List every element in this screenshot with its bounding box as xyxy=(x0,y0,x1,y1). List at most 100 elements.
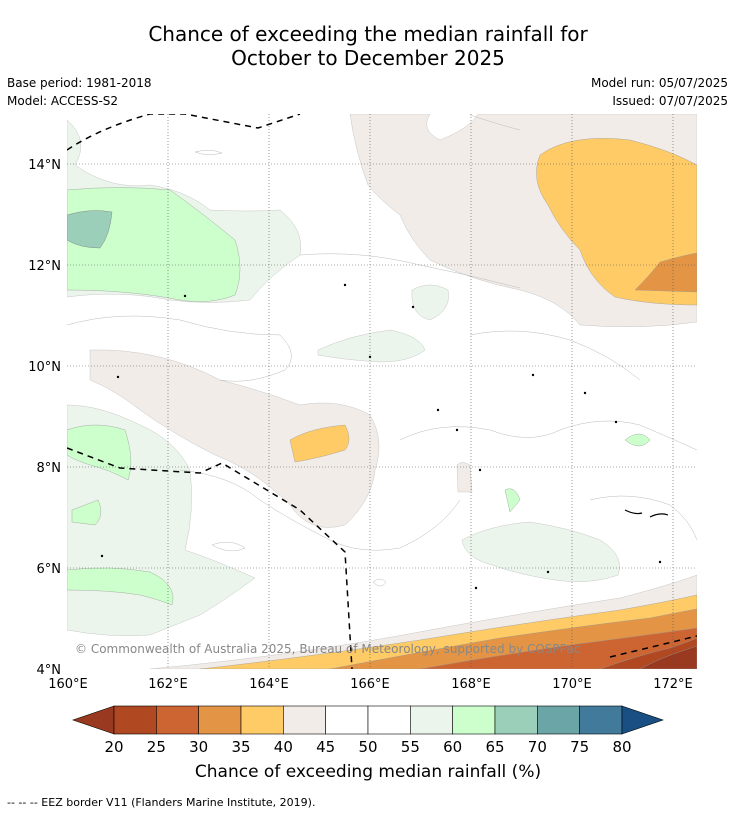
region-30-35-north xyxy=(634,252,697,293)
lat-label-6n: 6°N xyxy=(37,562,62,577)
island xyxy=(583,391,587,395)
colorbar-cell-25_30 xyxy=(156,705,199,735)
colorbar-cell-60_65 xyxy=(452,705,496,735)
lon-label-160e: 160°E xyxy=(48,677,88,692)
region-60-65-small xyxy=(504,488,521,513)
colorbar-tick-50: 50 xyxy=(358,738,377,756)
contour-line xyxy=(372,578,387,587)
region-40-45-small xyxy=(456,462,473,493)
region-55-60-east xyxy=(461,521,620,582)
lon-label-162e: 162°E xyxy=(148,677,188,692)
lat-label-4n: 4°N xyxy=(37,663,62,678)
colorbar-cell-65_70 xyxy=(494,705,538,735)
lat-label-8n: 8°N xyxy=(37,461,62,476)
region-60-65-west1 xyxy=(67,424,132,481)
atoll-outline xyxy=(624,509,669,518)
colorbar-tick-40: 40 xyxy=(274,738,293,756)
meta-right: Model run: 05/07/2025 Issued: 07/07/2025 xyxy=(591,74,728,110)
lon-labels: 160°E 162°E 164°E 166°E 168°E 170°E 172°… xyxy=(48,677,693,692)
lon-label-170e: 170°E xyxy=(552,677,592,692)
eez-footnote: -- -- -- EEZ border V11 (Flanders Marine… xyxy=(7,796,316,809)
island xyxy=(436,408,440,412)
island xyxy=(614,420,618,424)
island xyxy=(411,305,415,309)
region-35-40-central xyxy=(289,424,350,463)
island xyxy=(546,570,550,574)
colorbar-tick-labels: 20 25 30 35 40 45 50 55 60 65 70 75 80 xyxy=(104,738,631,756)
eez-border-central xyxy=(67,447,353,669)
colorbar-tick-55: 55 xyxy=(401,738,420,756)
lat-labels: 14°N 12°N 10°N 8°N 6°N 4°N xyxy=(28,158,61,678)
island xyxy=(100,554,104,558)
contour-lines xyxy=(67,114,697,587)
title-line-1: Chance of exceeding the median rainfall … xyxy=(148,22,588,46)
lat-label-12n: 12°N xyxy=(28,259,61,274)
contour-line xyxy=(194,150,223,155)
region-65-70-northwest xyxy=(67,210,113,249)
island xyxy=(531,373,535,377)
colorbar-cell-50_55 xyxy=(367,705,411,735)
colorbar-cell-55_60 xyxy=(410,705,453,735)
base-period: Base period: 1981-2018 xyxy=(7,76,152,90)
colorbar-cell-40_45 xyxy=(283,705,326,735)
colorbar-tick-30: 30 xyxy=(189,738,208,756)
forecast-map: © Commonwealth of Australia 2025, Bureau… xyxy=(28,114,697,756)
islands xyxy=(100,283,662,590)
colorbar-cell-70_75 xyxy=(537,705,580,735)
lat-label-10n: 10°N xyxy=(28,360,61,375)
title-line-2: October to December 2025 xyxy=(231,46,505,70)
contour-line xyxy=(469,114,521,131)
region-55-60-island xyxy=(411,284,449,321)
region-lt20-south xyxy=(639,645,697,669)
colorbar-cell-75_80 xyxy=(579,705,623,735)
island xyxy=(116,375,120,379)
chart-title: Chance of exceeding the median rainfall … xyxy=(0,22,736,70)
colorbar-tick-45: 45 xyxy=(316,738,335,756)
contour-line xyxy=(67,315,292,382)
lon-label-172e: 172°E xyxy=(653,677,693,692)
colorbar-arrow-high xyxy=(621,705,664,735)
lon-label-164e: 164°E xyxy=(249,677,289,692)
island xyxy=(183,294,187,298)
copyright-text: © Commonwealth of Australia 2025, Bureau… xyxy=(75,642,580,656)
island xyxy=(658,560,662,564)
contour-line xyxy=(299,253,521,289)
colorbar-label: Chance of exceeding median rainfall (%) xyxy=(194,762,542,782)
colorbar-tick-35: 35 xyxy=(231,738,250,756)
colorbar-cell-35_40 xyxy=(240,705,284,735)
lat-label-14n: 14°N xyxy=(28,158,61,173)
region-40-45-central xyxy=(89,349,380,528)
contour-line xyxy=(589,495,697,541)
region-55-60-central xyxy=(317,329,426,363)
colorbar: 20 25 30 35 40 45 50 55 60 65 70 75 80 xyxy=(72,705,664,756)
colorbar-tick-20: 20 xyxy=(104,738,123,756)
colorbar-cell-20_25 xyxy=(113,705,157,735)
model-name: Model: ACCESS-S2 xyxy=(7,94,119,108)
colorbar-cell-30_35 xyxy=(198,705,242,735)
region-35-40-north xyxy=(536,138,697,306)
colorbar-tick-80: 80 xyxy=(612,738,631,756)
island xyxy=(474,586,478,590)
region-60-65-west3 xyxy=(67,567,174,606)
colorbar-tick-60: 60 xyxy=(443,738,462,756)
colorbar-tick-75: 75 xyxy=(570,738,589,756)
eez-borders xyxy=(67,114,697,669)
contour-line xyxy=(179,469,461,551)
island xyxy=(478,468,482,472)
colorbar-cells xyxy=(113,705,623,735)
contour-line xyxy=(399,420,697,451)
island xyxy=(455,428,459,432)
model-run: Model run: 05/07/2025 xyxy=(590,76,728,90)
lon-label-168e: 168°E xyxy=(451,677,491,692)
contour-line xyxy=(211,541,246,552)
region-25-30-south xyxy=(419,627,697,669)
colorbar-arrow-low xyxy=(72,705,115,735)
colorbar-cell-45_50 xyxy=(325,705,369,735)
gridlines xyxy=(67,114,697,669)
contour-line xyxy=(469,330,641,381)
colorbar-tick-70: 70 xyxy=(528,738,547,756)
colorbar-tick-25: 25 xyxy=(147,738,166,756)
region-60-65-west2 xyxy=(71,499,102,526)
island xyxy=(343,283,347,287)
lon-label-166e: 166°E xyxy=(350,677,390,692)
